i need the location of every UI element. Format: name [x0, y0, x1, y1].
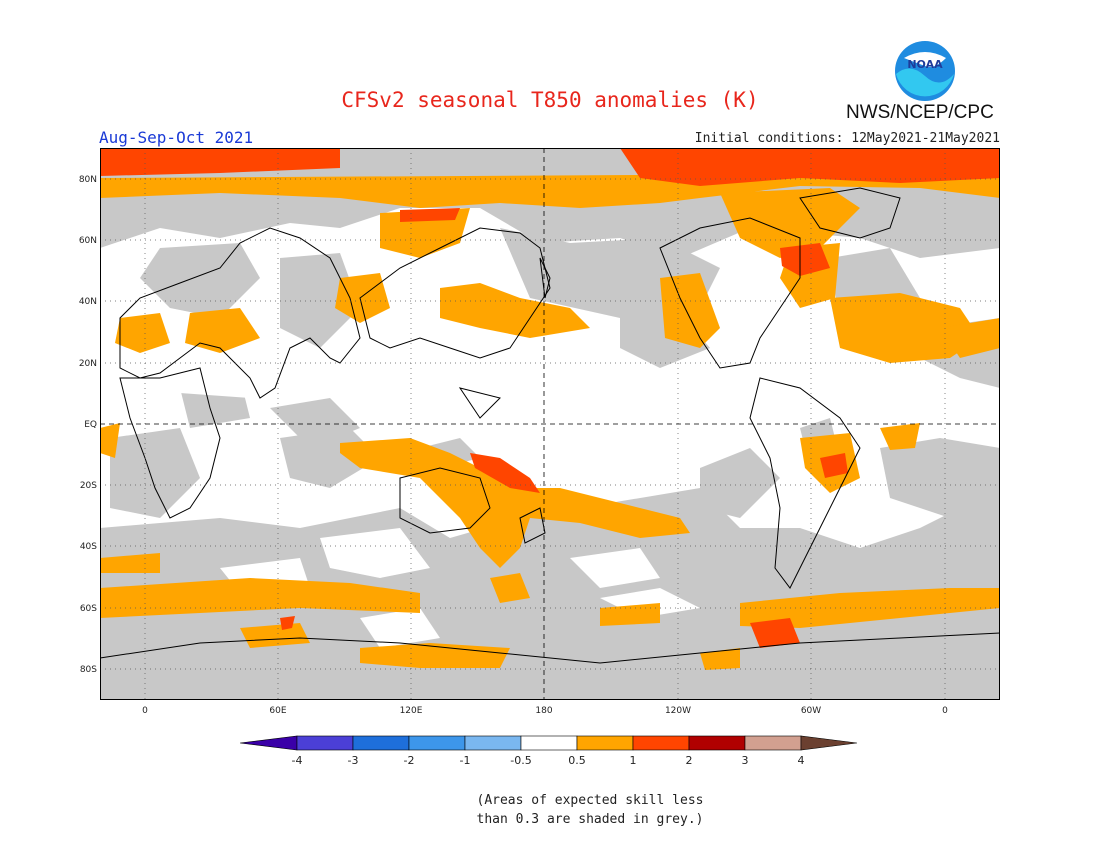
lon-label-120e: 120E [400, 706, 423, 716]
continent-outlines [100, 187, 1000, 664]
noaa-logo-icon: NOAA [895, 41, 955, 101]
skill-note-line-2: than 0.3 are shaded in grey.) [476, 812, 704, 827]
skill-note-line-1: (Areas of expected skill less [476, 793, 704, 808]
anomaly-map [100, 148, 1000, 700]
lat-label-60n: 60N [79, 236, 97, 246]
anomaly-1-to-2 [100, 148, 1000, 648]
legend-swatch-below-minus-4 [240, 735, 298, 751]
season-label: Aug-Sep-Oct 2021 [99, 128, 254, 147]
lon-label-0-right: 0 [942, 706, 948, 716]
legend-label-minus-4: -4 [292, 754, 303, 767]
lon-label-60w: 60W [801, 706, 821, 716]
latitude-axis: 80N 60N 40N 20N EQ 20S 40S 60S 80S [79, 175, 97, 675]
lat-label-80s: 80S [80, 665, 97, 675]
lat-label-40n: 40N [79, 297, 97, 307]
legend-swatch-3 [408, 735, 466, 751]
legend-label-minus-3: -3 [348, 754, 359, 767]
longitude-axis: 0 60E 120E 180 120W 60W 0 [142, 706, 948, 716]
lon-label-60e: 60E [269, 706, 286, 716]
chart-title: CFSv2 seasonal T850 anomalies (K) [341, 88, 759, 112]
agency-label: NWS/NCEP/CPC [846, 102, 994, 123]
skill-note: (Areas of expected skill less than 0.3 a… [440, 791, 740, 829]
legend-swatch-7 [632, 735, 690, 751]
color-legend: -4 -3 -2 -1 -0.5 0.5 1 2 3 4 [240, 735, 858, 767]
legend-swatch-1 [296, 735, 354, 751]
legend-swatch-4 [464, 735, 522, 751]
legend-swatch-2 [352, 735, 410, 751]
legend-label-1: 1 [630, 754, 637, 767]
lat-label-20s: 20S [80, 481, 97, 491]
legend-swatch-above-4 [800, 735, 858, 751]
legend-swatch-9 [744, 735, 802, 751]
lat-label-eq: EQ [84, 420, 97, 430]
legend-label-minus-0-5: -0.5 [510, 754, 531, 767]
legend-swatch-6 [576, 735, 634, 751]
legend-label-minus-2: -2 [404, 754, 415, 767]
legend-tick-labels: -4 -3 -2 -1 -0.5 0.5 1 2 3 4 [292, 754, 805, 767]
near-normal-skillful [160, 348, 700, 648]
map-frame [100, 148, 1000, 700]
legend-label-2: 2 [686, 754, 693, 767]
lon-label-0: 0 [142, 706, 148, 716]
legend-label-0-5: 0.5 [568, 754, 586, 767]
lon-label-120w: 120W [665, 706, 691, 716]
legend-swatch-8 [688, 735, 746, 751]
legend-label-minus-1: -1 [460, 754, 471, 767]
lat-label-60s: 60S [80, 604, 97, 614]
legend-label-4: 4 [798, 754, 805, 767]
lon-label-180: 180 [535, 706, 552, 716]
lat-label-40s: 40S [80, 542, 97, 552]
legend-color-bar [240, 735, 858, 751]
legend-swatch-5 [520, 735, 578, 751]
lat-label-20n: 20N [79, 359, 97, 369]
lat-label-80n: 80N [79, 175, 97, 185]
svg-text:NOAA: NOAA [907, 58, 943, 71]
reference-lines [100, 148, 1000, 700]
legend-label-3: 3 [742, 754, 749, 767]
initial-conditions-label: Initial conditions: 12May2021-21May2021 [694, 131, 1000, 146]
